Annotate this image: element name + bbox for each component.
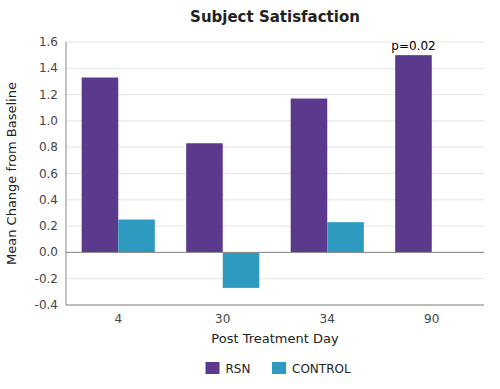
grid-line [66,305,484,306]
y-tick-label: 1.2 [39,88,58,102]
y-axis-line [66,42,67,305]
x-tick-label: 90 [424,312,439,326]
grid-line [66,278,484,279]
y-tick-label: -0.4 [35,298,58,312]
x-tick-label: 4 [114,312,122,326]
y-tick-label: 0.0 [39,245,58,259]
x-tick-label: 30 [215,312,230,326]
zero-line [66,252,484,253]
chart: Subject Satisfaction -0.4 -0.2 0.0 0.2 0.4 0.6… [0,0,500,389]
bar [223,252,260,288]
y-tick-label: 1.6 [39,35,58,49]
grid-line [66,252,484,253]
y-tick-label: 1.4 [39,61,58,75]
y-tick-label: 0.4 [39,193,58,207]
grid [66,42,484,305]
bar [327,222,364,252]
bar [82,78,119,253]
y-tick-label: -0.2 [35,272,58,286]
bar [118,220,155,253]
x-axis-line [66,305,484,306]
legend: RSN CONTROL [206,362,351,376]
y-tick-label: 0.8 [39,140,58,154]
y-tick-label: 1.0 [39,114,58,128]
title: Subject Satisfaction [190,8,360,26]
x-axis-label: Post Treatment Day [211,331,339,346]
legend-swatch [272,362,286,374]
legend-label: RSN [226,362,251,376]
legend-label: CONTROL [292,362,351,376]
y-tick-label: 0.2 [39,219,58,233]
bar [291,99,328,253]
x-tick-label: 34 [320,312,335,326]
bars [82,55,432,288]
annotation: p=0.02 [391,39,435,53]
y-tick-label: 0.6 [39,167,58,181]
legend-swatch [206,362,220,374]
bar [395,55,432,252]
y-axis-label: Mean Change from Baseline [4,82,19,265]
bar [186,143,223,252]
